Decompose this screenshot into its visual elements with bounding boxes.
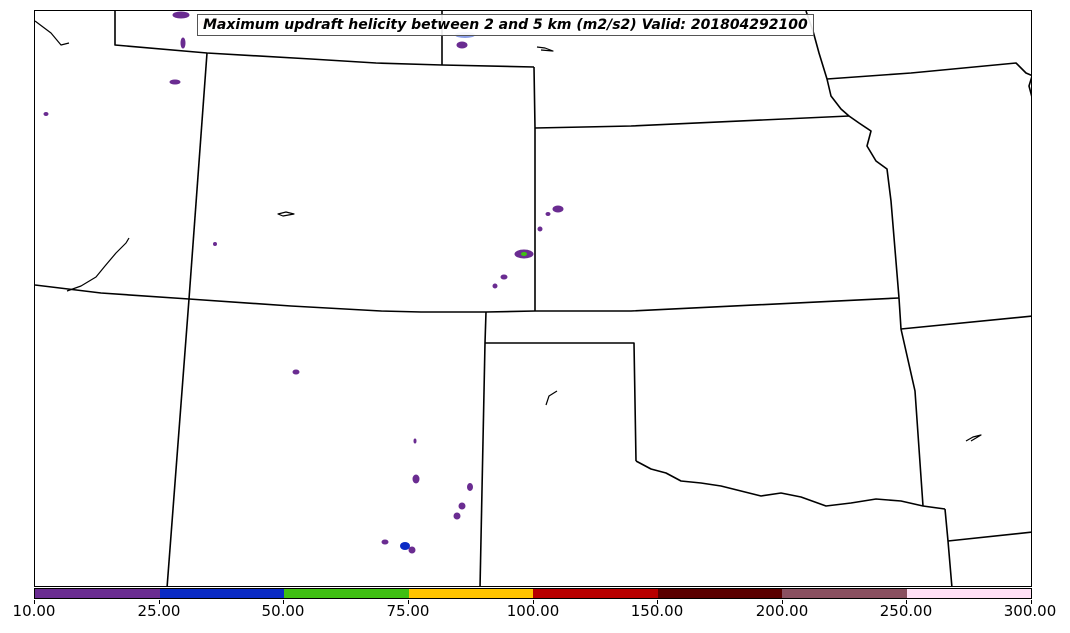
colorbar-segment [782, 589, 907, 598]
colorbar-label: 10.00 [12, 602, 56, 620]
missouri-river [805, 11, 900, 299]
state-boundaries-map [35, 11, 1031, 586]
colorbar-label: 100.00 [506, 602, 560, 620]
colorbar-label: 300.00 [1003, 602, 1057, 620]
colorado-west-border [166, 298, 190, 586]
lake-michigan-edge [1028, 76, 1031, 97]
colorbar-label: 200.00 [755, 602, 809, 620]
lake-feature-2 [545, 390, 558, 406]
colorbar-segment [35, 589, 160, 598]
lake-feature-5 [35, 20, 70, 46]
colorbar-tick [34, 600, 35, 604]
nebraska-south-border [534, 115, 850, 129]
colorbar-segment [408, 589, 533, 598]
colorbar-tick [283, 600, 284, 604]
colorbar-segment [284, 589, 409, 598]
colorbar-tick [782, 600, 783, 604]
colorado-east-border [533, 66, 536, 311]
map-panel [34, 10, 1032, 587]
colorbar-segment [906, 589, 1031, 598]
missouri-south-east [900, 315, 1031, 330]
colorbar-segment [533, 589, 658, 598]
kansas-oklahoma-east [898, 297, 924, 507]
colorbar-tick [159, 600, 160, 604]
map-title: Maximum updraft helicity between 2 and 5… [197, 14, 814, 36]
helicity-blue-core [400, 542, 410, 550]
oklahoma-panhandle-south [485, 342, 637, 462]
colorbar-label: 250.00 [879, 602, 933, 620]
lake-feature-1 [277, 211, 295, 217]
colorbar [34, 588, 1032, 599]
arkansas-north [947, 531, 1031, 542]
colorbar-tick [906, 600, 907, 604]
colorbar-label: 50.00 [261, 602, 305, 620]
arkansas-west-border [944, 508, 953, 586]
colorbar-label: 75.00 [386, 602, 430, 620]
colorbar-label: 25.00 [137, 602, 181, 620]
wyoming-north-border [188, 52, 208, 300]
iowa-south-border [826, 62, 1031, 80]
helicity-contours [43, 11, 564, 554]
colorbar-label: 150.00 [630, 602, 684, 620]
great-salt-lake [66, 237, 130, 292]
oklahoma-panhandle-north [484, 311, 487, 344]
lake-feature-4 [965, 434, 982, 442]
new-mexico-east-border [479, 342, 486, 586]
colorbar-tick [533, 600, 534, 604]
colorado-south-border [188, 297, 900, 313]
colorbar-segment [657, 589, 782, 598]
colorbar-tick [408, 600, 409, 604]
red-river [635, 460, 946, 510]
helicity-green-core [521, 252, 527, 256]
colorbar-tick [657, 600, 658, 604]
colorbar-segment [159, 589, 284, 598]
lake-feature-3 [536, 46, 554, 52]
utah-north-border [35, 284, 190, 300]
colorbar-tick [1031, 600, 1032, 604]
